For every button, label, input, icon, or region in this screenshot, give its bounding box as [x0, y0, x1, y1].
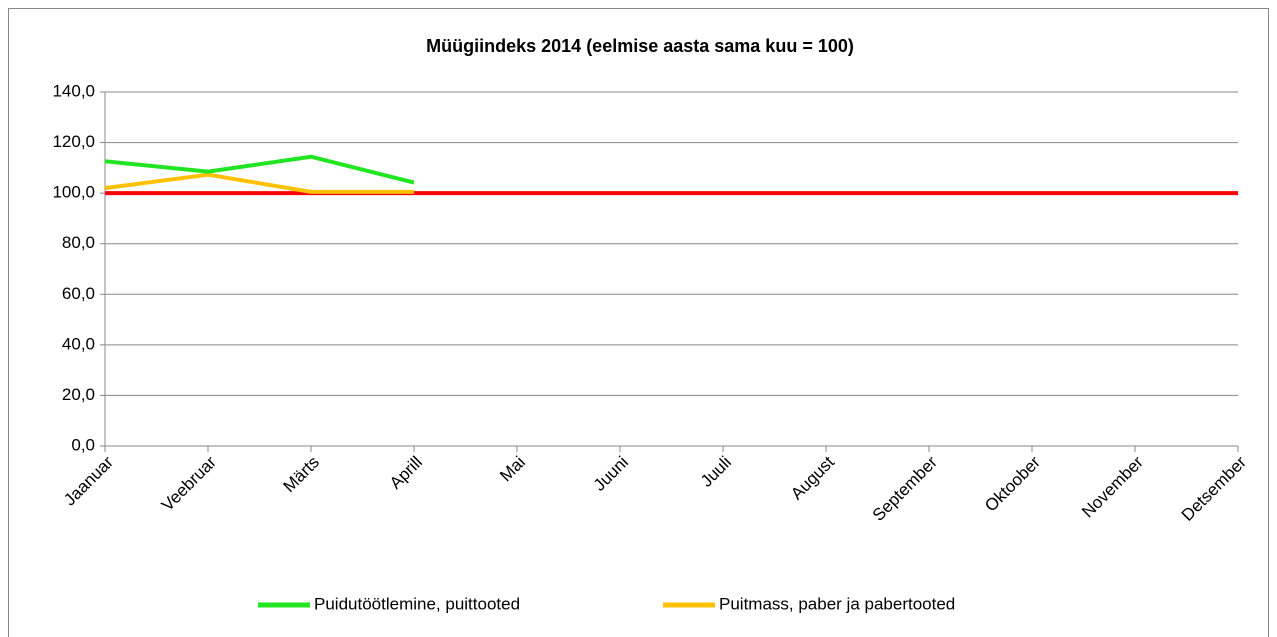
- y-tick-label: 80,0: [62, 233, 95, 252]
- y-tick-label: 100,0: [52, 183, 95, 202]
- y-tick-label: 60,0: [62, 284, 95, 303]
- y-tick-label: 140,0: [52, 81, 95, 100]
- y-tick-label: 20,0: [62, 385, 95, 404]
- series-line: [104, 172, 414, 194]
- chart-border: [8, 8, 1269, 637]
- y-tick-label: 40,0: [62, 334, 95, 353]
- legend-label: Puitmass, paber ja pabertooted: [719, 594, 955, 613]
- y-tick-label: 0,0: [71, 435, 95, 454]
- series-line: [104, 154, 415, 185]
- chart-title: Müügiindeks 2014 (eelmise aasta sama kuu…: [426, 36, 854, 56]
- legend-label: Puidutöötlemine, puittooted: [314, 594, 520, 613]
- y-tick-label: 120,0: [52, 132, 95, 151]
